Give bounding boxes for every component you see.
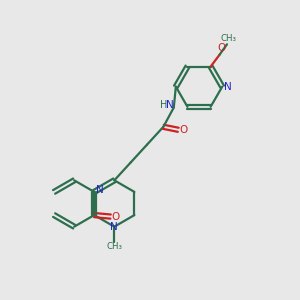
Text: CH₃: CH₃ [106, 242, 122, 251]
Text: N: N [110, 222, 118, 232]
Text: N: N [166, 100, 174, 110]
Text: O: O [217, 43, 225, 53]
Text: N: N [96, 185, 104, 195]
Text: O: O [179, 125, 188, 135]
Text: N: N [224, 82, 232, 92]
Text: H: H [160, 100, 167, 110]
Text: O: O [112, 212, 120, 222]
Text: CH₃: CH₃ [220, 34, 236, 43]
